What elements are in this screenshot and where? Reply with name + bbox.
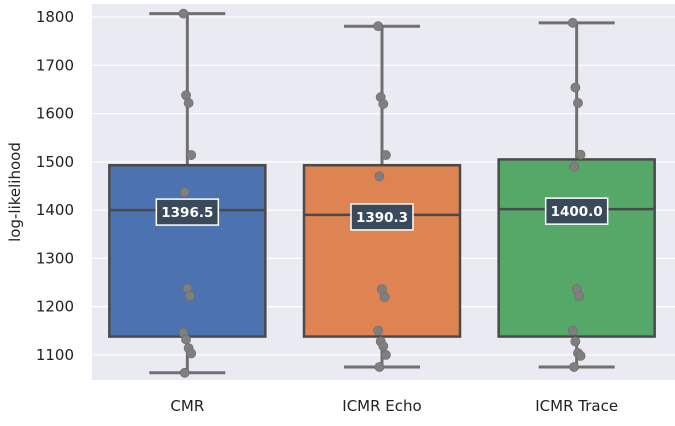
data-point xyxy=(378,341,389,352)
data-point xyxy=(574,291,585,301)
data-point xyxy=(186,150,197,160)
y-tick-label: 1100 xyxy=(36,346,74,364)
median-label-box xyxy=(544,197,609,225)
y-tick-label: 1200 xyxy=(36,298,74,316)
data-point xyxy=(569,161,579,172)
median-label: 1396.5 xyxy=(161,205,213,221)
y-axis-label: log-likelihood xyxy=(6,142,24,242)
y-tick-label: 1300 xyxy=(36,249,74,267)
x-tick-labels: CMR ICMR Echo ICMR Trace xyxy=(170,397,618,415)
data-point xyxy=(183,98,194,108)
boxes: 1396.5 1390.3 1400.0 xyxy=(108,8,656,378)
data-point xyxy=(567,17,578,28)
y-tick-label: 1700 xyxy=(36,56,74,74)
y-tick-label: 1500 xyxy=(36,153,74,171)
data-point xyxy=(569,362,579,372)
box-iqr xyxy=(302,163,462,338)
data-point xyxy=(186,348,197,359)
median-label: 1400.0 xyxy=(551,204,603,220)
data-point xyxy=(179,187,190,198)
data-point xyxy=(378,99,389,109)
data-point xyxy=(567,325,578,336)
data-point xyxy=(179,367,190,378)
y-tick-label: 1600 xyxy=(36,105,74,123)
data-point xyxy=(380,150,391,160)
y-tick-label: 1400 xyxy=(36,201,74,219)
data-point xyxy=(570,336,581,347)
data-point xyxy=(373,21,383,32)
data-point xyxy=(178,8,189,19)
data-point xyxy=(379,292,390,302)
box-icmr-trace: 1400.0 xyxy=(497,17,656,372)
data-point xyxy=(380,350,391,360)
data-point xyxy=(575,350,586,361)
data-point xyxy=(373,325,383,336)
data-point xyxy=(575,149,586,160)
x-tick-label: ICMR Trace xyxy=(535,397,618,415)
x-tick-label: CMR xyxy=(170,397,204,415)
data-point xyxy=(185,291,195,301)
box-cmr: 1396.5 xyxy=(108,8,267,378)
x-tick-label: ICMR Echo xyxy=(342,397,421,415)
box-iqr xyxy=(497,158,656,338)
y-tick-labels: 1100 1200 1300 1400 1500 1600 1700 1800 xyxy=(36,8,74,364)
median-label-box xyxy=(155,198,220,226)
data-point xyxy=(570,82,581,93)
data-point xyxy=(374,171,385,182)
data-point xyxy=(181,334,191,345)
data-point xyxy=(573,98,583,108)
median-label-box xyxy=(350,203,414,231)
median-label: 1390.3 xyxy=(356,210,408,226)
data-point xyxy=(374,362,385,372)
box-icmr-echo: 1390.3 xyxy=(302,21,462,372)
y-tick-label: 1800 xyxy=(36,8,74,26)
